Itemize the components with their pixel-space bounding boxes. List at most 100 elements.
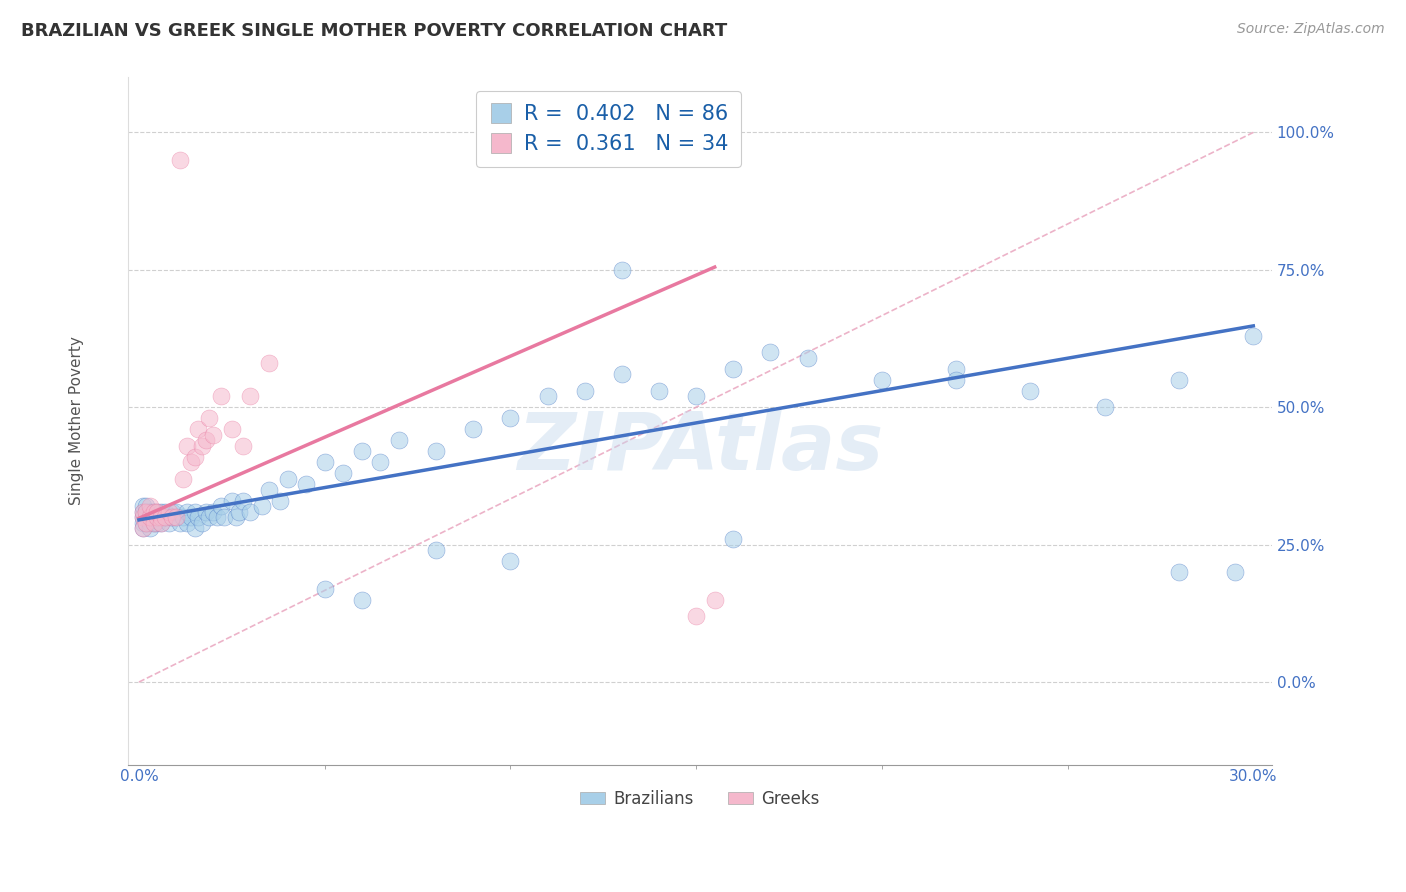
Point (425, 444, 447, 458)
Point (183, 505, 205, 519)
Point (499, 411, 522, 425)
Point (150, 516, 173, 530)
Point (153, 510, 176, 524)
Point (187, 510, 209, 524)
Point (131, 521, 153, 535)
Point (157, 505, 180, 519)
Point (142, 516, 165, 530)
Point (150, 510, 173, 524)
Point (257, 356, 280, 370)
Point (180, 510, 202, 524)
Point (146, 516, 169, 530)
Point (157, 510, 180, 524)
Point (165, 510, 187, 524)
Point (350, 592, 373, 607)
Point (135, 510, 157, 524)
Point (425, 543, 447, 558)
Point (153, 505, 176, 519)
Point (165, 505, 187, 519)
Point (1168, 565, 1191, 579)
Point (648, 384, 671, 398)
Point (131, 510, 153, 524)
Point (870, 373, 893, 387)
Point (257, 483, 280, 497)
Point (173, 510, 195, 524)
Point (945, 361, 967, 376)
Text: Source: ZipAtlas.com: Source: ZipAtlas.com (1237, 22, 1385, 37)
Point (165, 510, 187, 524)
Point (224, 510, 246, 524)
Point (232, 493, 254, 508)
Point (176, 439, 198, 453)
Point (388, 434, 411, 448)
Point (221, 422, 243, 436)
Point (131, 521, 153, 535)
Point (209, 389, 232, 403)
Point (221, 493, 243, 508)
Point (723, 532, 745, 546)
Point (198, 510, 221, 524)
Point (150, 505, 173, 519)
Point (173, 472, 195, 486)
Point (153, 510, 176, 524)
Point (131, 499, 153, 513)
Point (139, 505, 162, 519)
Point (205, 510, 228, 524)
Point (194, 434, 217, 448)
Point (142, 505, 165, 519)
Point (350, 444, 373, 458)
Point (685, 389, 707, 403)
Point (169, 516, 191, 530)
Point (150, 516, 173, 530)
Point (332, 466, 354, 480)
Point (142, 516, 165, 530)
Point (139, 510, 162, 524)
Point (135, 516, 157, 530)
Point (191, 516, 214, 530)
Point (139, 499, 162, 513)
Point (194, 505, 217, 519)
Text: ZIPAtlas: ZIPAtlas (517, 409, 883, 487)
Point (131, 505, 153, 519)
Point (1168, 373, 1191, 387)
Point (463, 422, 485, 436)
Point (214, 510, 236, 524)
Point (314, 582, 336, 596)
Point (1223, 565, 1246, 579)
Point (183, 450, 205, 464)
Point (146, 505, 169, 519)
Point (191, 439, 214, 453)
Point (499, 554, 522, 568)
Text: BRAZILIAN VS GREEK SINGLE MOTHER POVERTY CORRELATION CHART: BRAZILIAN VS GREEK SINGLE MOTHER POVERTY… (21, 22, 727, 40)
Point (536, 389, 558, 403)
Point (202, 505, 225, 519)
Point (162, 505, 184, 519)
Point (610, 368, 633, 382)
Point (202, 427, 225, 442)
Point (232, 439, 254, 453)
Text: Single Mother Poverty: Single Mother Poverty (69, 336, 84, 506)
Point (250, 499, 273, 513)
Point (150, 510, 173, 524)
Point (142, 505, 165, 519)
Point (239, 389, 262, 403)
Point (131, 516, 153, 530)
Point (1094, 401, 1116, 415)
Point (945, 373, 967, 387)
Point (180, 455, 202, 469)
Point (176, 505, 198, 519)
Point (139, 521, 162, 535)
Point (198, 411, 221, 425)
Point (131, 510, 153, 524)
Point (146, 510, 169, 524)
Point (135, 516, 157, 530)
Legend: Brazilians, Greeks: Brazilians, Greeks (574, 783, 825, 814)
Point (139, 516, 162, 530)
Point (276, 472, 298, 486)
Point (135, 505, 157, 519)
Point (169, 153, 191, 167)
Point (146, 510, 169, 524)
Point (176, 516, 198, 530)
Point (574, 384, 596, 398)
Point (610, 262, 633, 277)
